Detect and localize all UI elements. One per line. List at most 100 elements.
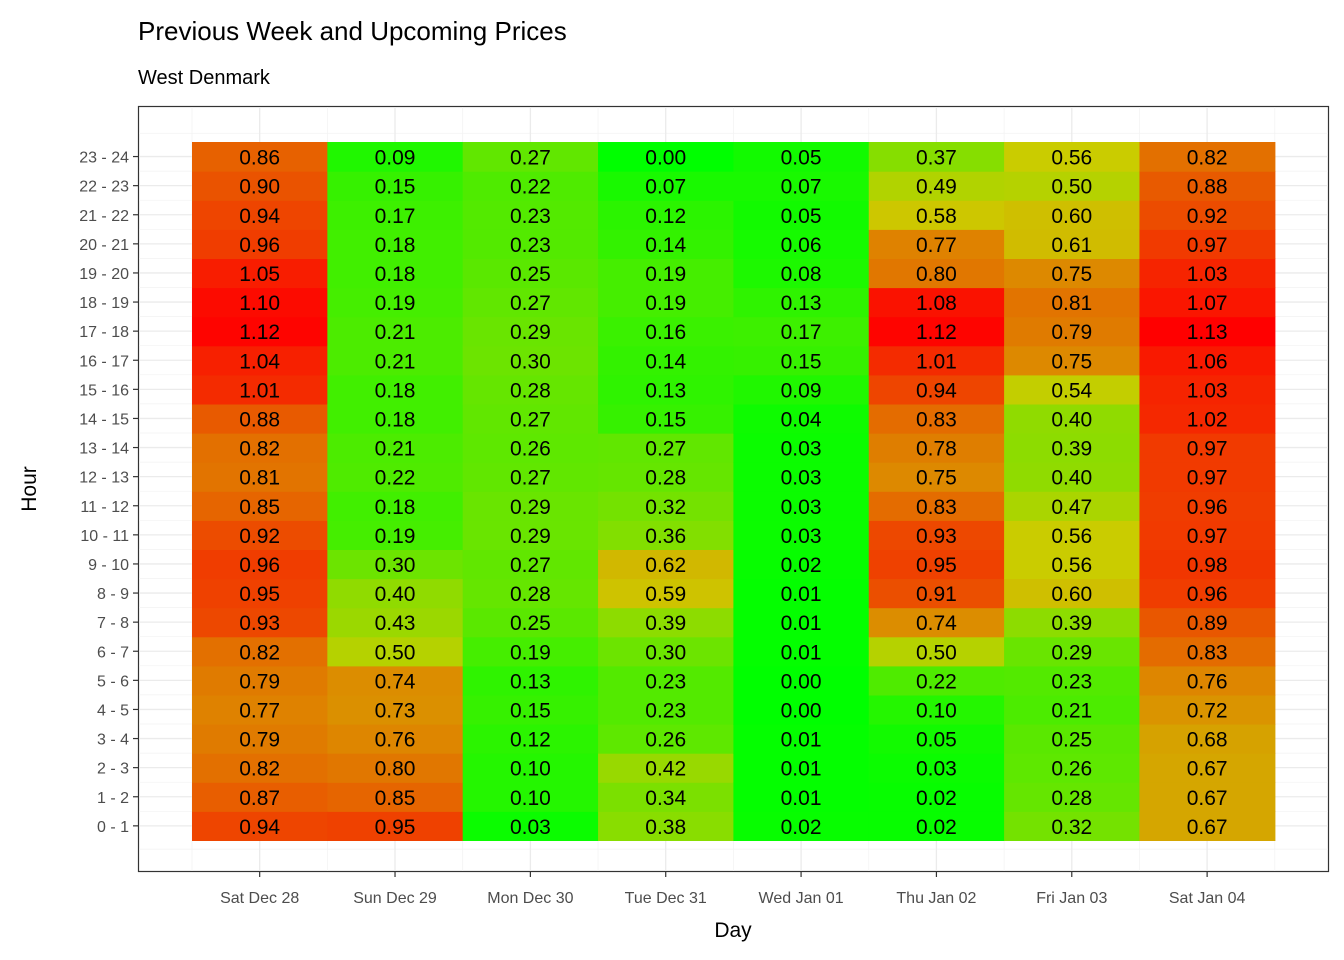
- heatmap-cell: [733, 782, 870, 812]
- heatmap-cell: [1139, 549, 1276, 580]
- cell-value-label: 0.26: [510, 438, 551, 461]
- heatmap-cell: [327, 520, 464, 550]
- cell-value-label: 0.50: [1051, 176, 1092, 199]
- heatmap-cell: [1004, 811, 1141, 841]
- cell-value-label: 0.23: [510, 205, 551, 228]
- cell-value-label: 0.00: [781, 699, 822, 722]
- heatmap-cell: [1139, 520, 1276, 550]
- cell-value-label: 0.81: [1051, 292, 1092, 315]
- cell-value-label: 0.00: [781, 670, 822, 693]
- cell-value-label: 1.03: [1187, 263, 1228, 286]
- heatmap-cell: [733, 171, 870, 201]
- cell-value-label: 0.50: [916, 641, 957, 664]
- x-tick-label: Sat Jan 04: [1169, 890, 1246, 907]
- cell-value-label: 0.90: [239, 176, 280, 199]
- cell-value-label: 0.26: [645, 729, 686, 752]
- heatmap-cell: [733, 462, 870, 492]
- heatmap-cell: [733, 578, 870, 609]
- heatmap-cell: [462, 403, 599, 434]
- cell-value-label: 0.10: [916, 699, 957, 722]
- cell-value-label: 0.79: [239, 670, 280, 693]
- heatmap-cell: [868, 345, 1005, 376]
- cell-value-label: 0.28: [510, 379, 551, 402]
- heatmap-cell: [192, 578, 328, 609]
- cell-value-label: 0.04: [781, 408, 822, 431]
- cell-value-label: 0.19: [375, 525, 416, 548]
- heatmap-cell: [1004, 287, 1141, 318]
- x-tick-label: Mon Dec 30: [487, 890, 573, 907]
- y-tick-label: 14 - 15: [79, 411, 129, 428]
- y-tick-label: 20 - 21: [79, 237, 129, 254]
- heatmap-cell: [192, 171, 328, 201]
- cell-value-label: 0.02: [916, 816, 957, 839]
- cell-value-label: 0.27: [510, 467, 551, 490]
- heatmap-cell: [1139, 753, 1276, 783]
- cell-value-label: 0.76: [375, 729, 416, 752]
- cell-value-label: 0.74: [375, 670, 416, 693]
- cell-value-label: 0.00: [645, 147, 686, 170]
- cell-value-label: 0.14: [645, 234, 686, 257]
- heatmap-cell: [868, 491, 1005, 521]
- cell-value-label: 0.29: [1051, 641, 1092, 664]
- cell-value-label: 0.21: [375, 350, 416, 373]
- heatmap-cell: [462, 258, 599, 289]
- cell-value-label: 0.67: [1187, 758, 1228, 781]
- cell-value-label: 0.03: [781, 467, 822, 490]
- x-tick-label: Tue Dec 31: [625, 890, 707, 907]
- heatmap-cell: [1139, 171, 1276, 201]
- heatmap-cell: [1139, 374, 1276, 405]
- heatmap-cell: [192, 665, 328, 696]
- cell-value-label: 1.08: [916, 292, 957, 315]
- cell-value-label: 0.19: [375, 292, 416, 315]
- y-tick-label: 16 - 17: [79, 353, 129, 370]
- cell-value-label: 1.12: [239, 321, 280, 344]
- heatmap-cell: [1004, 607, 1141, 638]
- heatmap-cell: [1139, 258, 1276, 289]
- heatmap-cell: [598, 782, 734, 812]
- cell-value-label: 0.28: [645, 467, 686, 490]
- heatmap-cell: [1004, 782, 1141, 812]
- cell-value-label: 0.14: [645, 350, 686, 373]
- cell-value-label: 0.19: [510, 641, 551, 664]
- heatmap-cell: [327, 578, 464, 609]
- heatmap-cell: [868, 578, 1005, 609]
- cell-value-label: 0.93: [916, 525, 957, 548]
- x-tick-label: Wed Jan 01: [759, 890, 844, 907]
- heatmap-cell: [733, 811, 870, 841]
- cell-value-label: 0.05: [781, 147, 822, 170]
- cell-value-label: 0.94: [239, 816, 280, 839]
- heatmap-cell: [868, 462, 1005, 492]
- heatmap-cell: [192, 403, 328, 434]
- heatmap-cell: [598, 549, 734, 580]
- heatmap-cell: [1004, 142, 1141, 172]
- y-axis-title: Hour: [18, 466, 41, 512]
- heatmap-cell: [598, 345, 734, 376]
- heatmap-cell: [598, 694, 734, 725]
- heatmap-cell: [868, 229, 1005, 259]
- y-tick-label: 7 - 8: [97, 615, 129, 632]
- heatmap-cell: [868, 520, 1005, 550]
- x-axis-title: Day: [714, 919, 752, 942]
- y-tick-label: 11 - 12: [80, 499, 129, 516]
- cell-value-label: 0.43: [375, 612, 416, 635]
- heatmap-cell: [192, 753, 328, 783]
- heatmap-cell: [598, 636, 734, 667]
- cell-value-label: 0.29: [510, 496, 551, 519]
- cell-value-label: 0.56: [1051, 554, 1092, 577]
- cell-value-label: 0.27: [510, 147, 551, 170]
- heatmap-cell: [192, 142, 328, 172]
- heatmap-cell: [1004, 724, 1141, 754]
- cell-value-label: 0.59: [645, 583, 686, 606]
- cell-value-label: 0.32: [645, 496, 686, 519]
- cell-value-label: 0.32: [1051, 816, 1092, 839]
- heatmap-cell: [598, 433, 734, 463]
- heatmap-cell: [192, 200, 328, 230]
- cell-value-label: 0.37: [916, 147, 957, 170]
- heatmap-cell: [1139, 433, 1276, 463]
- heatmap-cell: [1139, 200, 1276, 230]
- heatmap-cell: [462, 520, 599, 550]
- cell-value-label: 0.27: [510, 408, 551, 431]
- heatmap-cell: [733, 491, 870, 521]
- heatmap-cell: [1139, 287, 1276, 318]
- cell-value-label: 0.83: [916, 408, 957, 431]
